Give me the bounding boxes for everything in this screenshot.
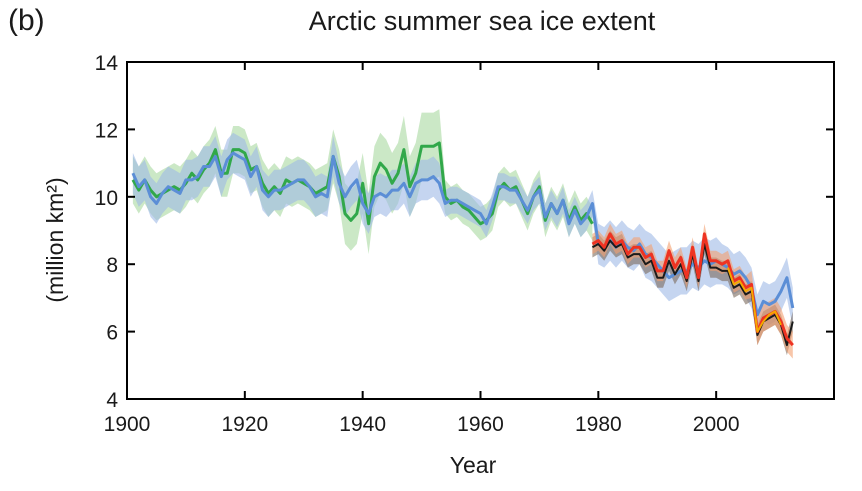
series-4-line — [726, 267, 782, 333]
x-tick-label: 1920 — [221, 413, 268, 436]
chart-title: Arctic summer sea ice extent — [308, 6, 656, 36]
x-tick-label: 1900 — [104, 413, 151, 436]
x-tick-label: 1960 — [457, 413, 504, 436]
y-tick-label: 12 — [95, 119, 118, 142]
x-tick-label: 2000 — [693, 413, 740, 436]
y-tick-label: 14 — [95, 52, 119, 75]
y-tick-label: 8 — [106, 254, 118, 277]
y-tick-label: 4 — [106, 389, 118, 412]
uncertainty-bands — [132, 109, 793, 359]
y-axis-ticks: 4 6 8 10 12 14 — [95, 52, 834, 412]
y-tick-label: 10 — [95, 187, 118, 210]
series-0-line — [131, 141, 594, 226]
panel-label: (b) — [8, 4, 45, 37]
x-axis-ticks: 1900 1920 1940 1960 1980 2000 — [104, 62, 740, 436]
x-axis-label: Year — [450, 452, 497, 478]
series-lines — [131, 141, 795, 347]
y-axis-label: (million km²) — [42, 177, 68, 302]
x-tick-label: 1940 — [339, 413, 386, 436]
series-1-band — [132, 132, 793, 335]
x-tick-label: 1980 — [575, 413, 622, 436]
y-tick-label: 6 — [106, 322, 118, 345]
